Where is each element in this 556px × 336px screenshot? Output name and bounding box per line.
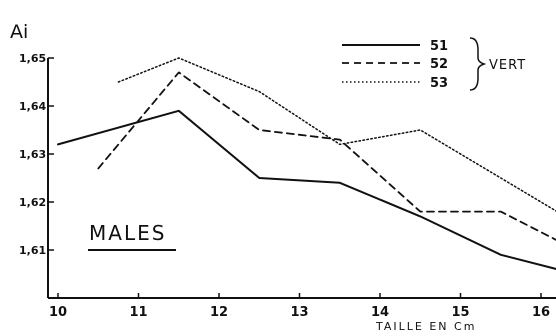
y-axis-title: Ai bbox=[10, 21, 28, 43]
series-line-53 bbox=[117, 57, 556, 212]
legend-label-53: 53 bbox=[430, 76, 448, 91]
series-line-52 bbox=[97, 71, 556, 241]
y-tick-label: 1,64 bbox=[19, 100, 46, 113]
x-axis-label: TAILLE EN Cm bbox=[375, 320, 476, 333]
x-tick-label: 12 bbox=[210, 305, 228, 320]
legend-group-label: VERT bbox=[489, 58, 526, 73]
x-tick-label: 15 bbox=[451, 305, 469, 320]
legend-label-51: 51 bbox=[430, 39, 448, 54]
y-tick-label: 1,62 bbox=[19, 196, 46, 209]
x-tick-label: 10 bbox=[49, 305, 67, 320]
y-tick-label: 1,61 bbox=[19, 244, 46, 257]
axes: 1,61 1,62 1,63 1,64 1,65 10 11 12 13 14 15 16 bbox=[19, 52, 556, 320]
males-annotation: MALES bbox=[89, 221, 166, 245]
x-tick-label: 11 bbox=[129, 305, 147, 320]
y-tick-label: 1,63 bbox=[19, 148, 46, 161]
series-line-51 bbox=[57, 109, 556, 270]
x-tick-label: 13 bbox=[290, 305, 308, 320]
series-layer bbox=[57, 57, 556, 270]
legend-label-52: 52 bbox=[430, 57, 448, 72]
x-tick-label: 16 bbox=[532, 305, 550, 320]
y-tick-label: 1,65 bbox=[19, 52, 46, 65]
x-tick-label: 14 bbox=[371, 305, 389, 320]
legend: 51 52 53 VERT bbox=[342, 37, 526, 91]
legend-brace bbox=[469, 37, 487, 91]
